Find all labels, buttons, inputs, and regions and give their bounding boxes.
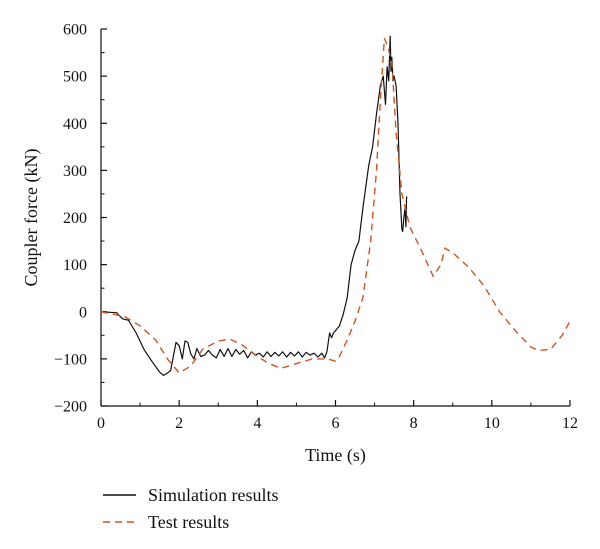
y-tick-label: 100 [63,257,87,274]
y-tick-label: −200 [54,399,87,416]
x-tick-label: 2 [175,415,183,432]
x-tick-label: 12 [562,415,578,432]
y-tick-label: 600 [63,22,87,39]
y-tick-label: 400 [63,116,87,133]
legend-label-simulation: Simulation results [148,485,279,505]
series-line-test [100,37,571,374]
y-tick-label: 300 [63,163,87,180]
y-tick-label: 500 [63,69,87,86]
legend-label-test: Test results [148,512,229,532]
legend: Simulation results Test results [103,485,279,532]
x-tick-label: 0 [97,415,105,432]
y-axis-title: Coupler force (kN) [21,149,42,287]
x-tick-label: 6 [332,415,340,432]
x-tick-label: 10 [484,415,500,432]
y-tick-label: −100 [54,351,87,368]
tick-labels: 0 2 4 6 8 10 12 −200 −100 0 100 200 300 400 500 600 [54,22,578,433]
axes [100,29,570,407]
tick-marks [100,28,571,407]
x-tick-label: 4 [253,415,261,432]
x-axis-title: Time (s) [305,445,366,466]
y-tick-label: 0 [79,304,87,321]
series-line-simulation [100,35,408,376]
series-layer [100,35,571,376]
x-tick-label: 8 [410,415,418,432]
y-tick-label: 200 [63,210,87,227]
